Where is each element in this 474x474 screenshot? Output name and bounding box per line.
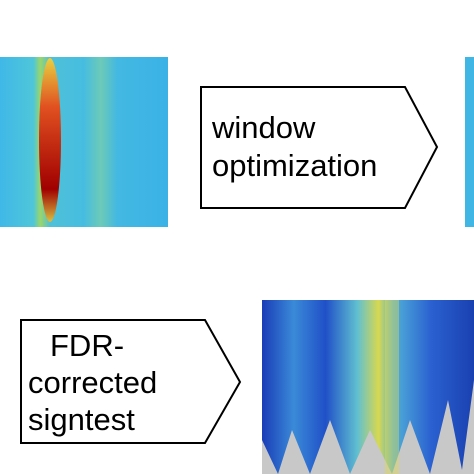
heatmap-body <box>262 300 474 474</box>
box-text: corrected <box>28 365 157 400</box>
box-text: window <box>211 110 316 145</box>
box-text: optimization <box>212 148 377 183</box>
heatmap-right-edge <box>465 57 474 227</box>
heatmap-streak <box>39 58 61 222</box>
heatmap-bg <box>0 57 168 227</box>
heatmap-bottom <box>262 300 474 474</box>
box-text: FDR- <box>50 328 124 363</box>
arrow-box <box>200 86 439 209</box>
heatmap-left <box>0 57 168 227</box>
arrow-box <box>20 319 242 444</box>
heatmap-streak <box>385 300 399 474</box>
box-text: signtest <box>28 402 135 437</box>
